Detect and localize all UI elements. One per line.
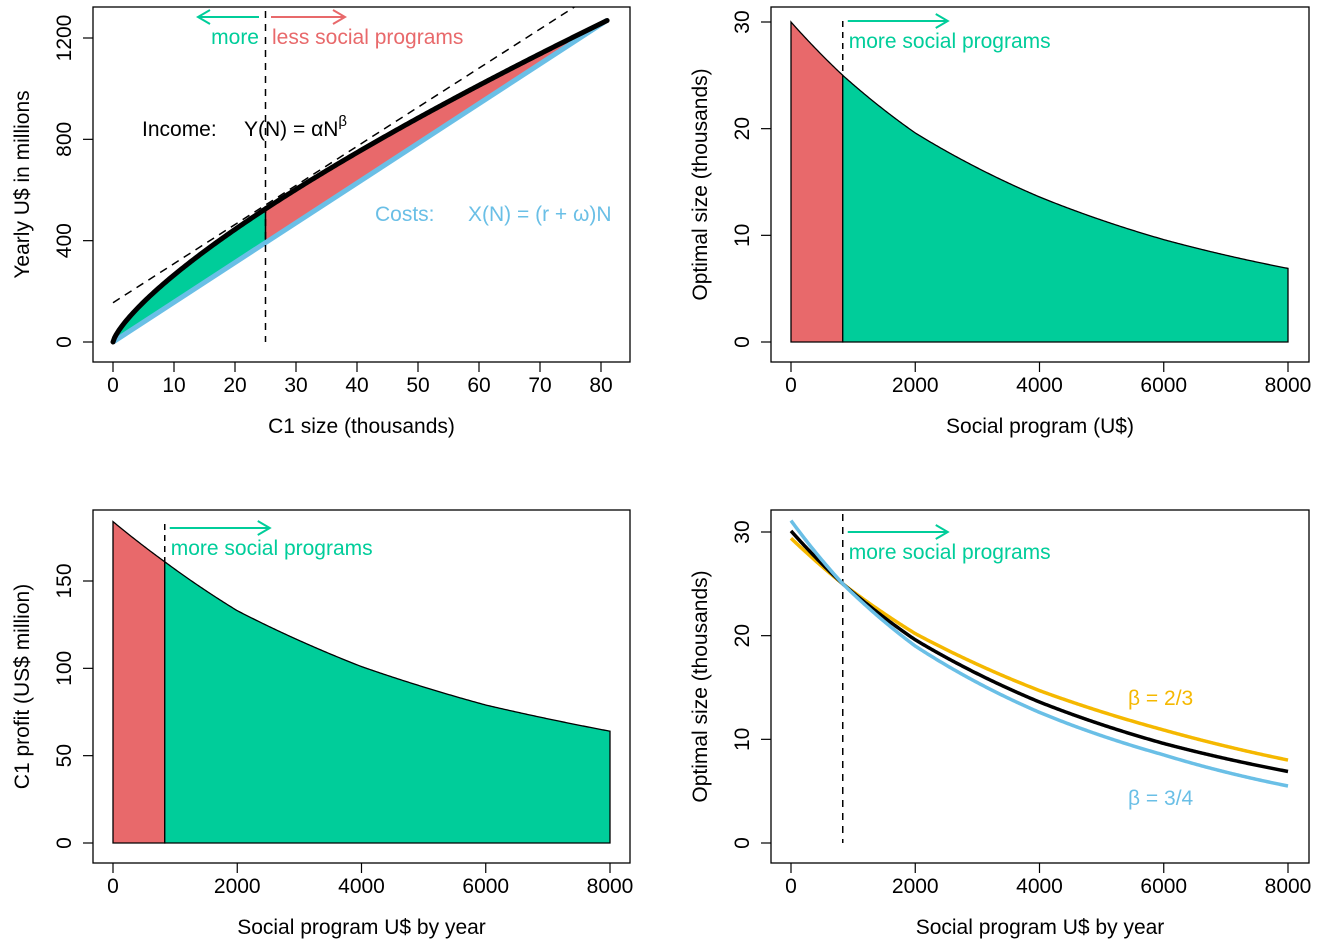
y-tick-label: 10 (731, 728, 754, 751)
y-tick-label: 150 (53, 563, 76, 598)
series-line-orange (789, 536, 1289, 762)
y-axis-title: C1 profit (US$ million) (11, 584, 34, 789)
x-tick-label: 0 (107, 875, 119, 898)
y-tick-label: 20 (731, 117, 754, 140)
x-tick-label: 2000 (214, 875, 261, 898)
x-tick-label: 20 (223, 374, 246, 397)
income-exponent: β (338, 113, 347, 130)
x-tick-label: 8000 (1265, 875, 1312, 898)
income-prefix: Income: (142, 118, 217, 141)
area-after-threshold (842, 73, 1289, 343)
annotation-more: more (211, 26, 259, 49)
profit-area-more-programs (113, 208, 266, 342)
y-tick-label: 800 (53, 122, 76, 157)
annotation-less: less social programs (272, 26, 463, 49)
x-tick-label: 0 (107, 374, 119, 397)
plot-frame (92, 6, 631, 363)
y-tick-label: 0 (53, 837, 76, 849)
costs-label: Costs: X(N) = (r + ω)N (375, 203, 612, 226)
x-tick-label: 0 (785, 374, 797, 397)
annotation-more-programs: more social programs (849, 30, 1051, 53)
arrow-more-programs-head (935, 524, 950, 540)
x-tick-label: 4000 (1016, 875, 1063, 898)
y-tick-label: 100 (53, 651, 76, 686)
legend-beta-3-4: β = 3/4 (1128, 787, 1194, 810)
costs-formula: X(N) = (r + ω)N (468, 203, 612, 226)
x-tick-label: 6000 (1140, 875, 1187, 898)
x-tick-label: 2000 (892, 374, 939, 397)
x-tick-label: 0 (785, 875, 797, 898)
area-before-threshold (790, 20, 844, 343)
x-tick-label: 60 (467, 374, 490, 397)
y-tick-label: 0 (731, 837, 754, 849)
legend-beta-2-3: β = 2/3 (1128, 687, 1193, 710)
x-axis-title: Social program (U$) (946, 415, 1134, 438)
panel-income-costs: more less social programs Income: Y(N) = αN… (11, 6, 631, 438)
y-tick-label: 30 (731, 520, 754, 543)
x-tick-label: 4000 (338, 875, 385, 898)
costs-line (111, 18, 609, 345)
x-tick-label: 50 (406, 374, 429, 397)
y-tick-label: 0 (53, 336, 76, 348)
y-tick-label: 0 (731, 336, 754, 348)
tangent-line (112, 6, 575, 304)
x-tick-label: 40 (345, 374, 368, 397)
area-before-threshold (112, 520, 166, 844)
income-curve (110, 18, 610, 345)
x-tick-label: 6000 (1140, 374, 1187, 397)
arrow-more-programs-head (935, 13, 950, 29)
area-after-threshold (164, 560, 611, 844)
x-axis-title: Social program U$ by year (916, 916, 1165, 939)
panel-beta-sensitivity: more social programs β = 2/3 β = 3/4 0 2000 4… (689, 509, 1312, 939)
y-tick-label: 10 (731, 224, 754, 247)
x-tick-label: 10 (162, 374, 185, 397)
y-axis-title: Yearly U$ in millions (11, 90, 34, 278)
x-tick-label: 30 (284, 374, 307, 397)
x-tick-label: 8000 (587, 875, 634, 898)
x-axis-title: Social program U$ by year (237, 916, 486, 939)
y-tick-label: 20 (731, 624, 754, 647)
annotation-more-programs: more social programs (849, 541, 1051, 564)
x-axis-title: C1 size (thousands) (268, 415, 455, 438)
income-formula: Y(N) = αN (244, 118, 338, 141)
x-tick-label: 4000 (1016, 374, 1063, 397)
arrow-less-head (332, 9, 347, 25)
y-tick-label: 50 (53, 744, 76, 767)
y-tick-label: 1200 (53, 15, 76, 62)
income-label: Income: Y(N) = αNβ (142, 113, 347, 141)
y-axis-title: Optimal size (thousands) (689, 570, 712, 802)
y-tick-label: 400 (53, 223, 76, 258)
y-tick-label: 30 (731, 10, 754, 33)
arrow-more-programs-head (257, 520, 272, 536)
panel-optimal-size: more social programs 0 2000 4000 6000 8000 0 10… (689, 6, 1312, 438)
x-tick-label: 2000 (892, 875, 939, 898)
series-line-blue (789, 519, 1289, 788)
costs-prefix: Costs: (375, 203, 435, 226)
series-line-black (789, 529, 1289, 774)
x-tick-label: 80 (589, 374, 612, 397)
annotation-more-programs: more social programs (171, 537, 373, 560)
panel-c1-profit: more social programs 0 2000 4000 6000 8000 0 50… (11, 509, 634, 939)
x-tick-label: 6000 (462, 875, 509, 898)
arrow-more-head (196, 9, 211, 25)
x-tick-label: 70 (528, 374, 551, 397)
y-axis-title: Optimal size (thousands) (689, 68, 712, 300)
x-tick-label: 8000 (1265, 374, 1312, 397)
